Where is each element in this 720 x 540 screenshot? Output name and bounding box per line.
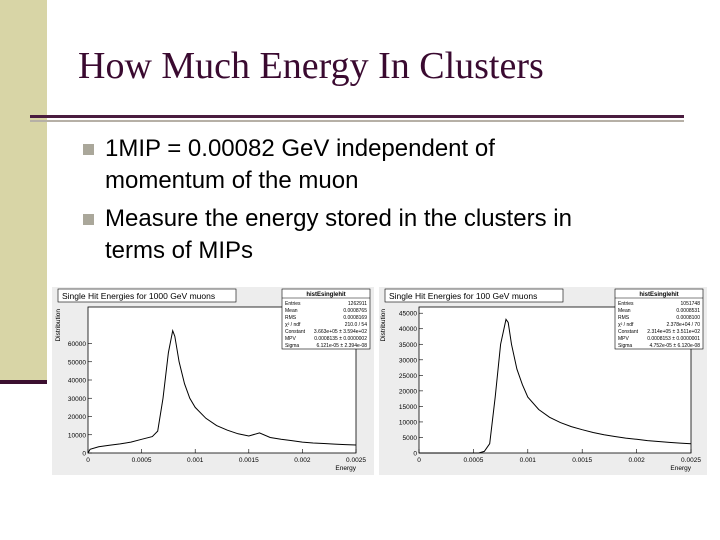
stats-box bbox=[614, 288, 704, 350]
bullet-marker-2 bbox=[83, 214, 94, 225]
stats-title: histEsinglehit bbox=[306, 292, 345, 298]
stats-label: RMS bbox=[618, 315, 630, 321]
x-tick-label: 0.0015 bbox=[239, 457, 259, 464]
histogram-100gev: Single Hit Energies for 100 GeV muons 0 0.… bbox=[380, 288, 704, 472]
x-tick-label: 0.001 bbox=[187, 457, 204, 464]
y-tick-label: 60000 bbox=[68, 341, 86, 348]
stats-value: 3.663e+05 ± 3.594e+02 bbox=[314, 329, 367, 335]
y-axis-label: Distribution bbox=[55, 309, 62, 342]
stats-title: histEsinglehit bbox=[639, 292, 678, 298]
x-tick-label: 0.002 bbox=[628, 457, 645, 464]
x-tick-label: 0 bbox=[417, 457, 421, 464]
x-tick-label: 0.0005 bbox=[132, 457, 152, 464]
y-tick-label: 30000 bbox=[399, 357, 417, 364]
stats-label: Constant bbox=[618, 329, 639, 335]
x-tick-label: 0.0025 bbox=[681, 457, 701, 464]
bullet-2-line-2: terms of MIPs bbox=[105, 237, 254, 264]
bullet-2-line-1: Measure the energy stored in the cluster… bbox=[105, 205, 572, 232]
stats-value: 2.314e+05 ± 3.511e+02 bbox=[647, 329, 700, 335]
x-axis-label: Energy bbox=[335, 465, 356, 472]
stats-label: RMS bbox=[285, 315, 297, 321]
stats-value: 0.0008765 bbox=[343, 308, 367, 314]
chart-title-box bbox=[384, 288, 564, 303]
x-tick-label: 0.0025 bbox=[346, 457, 366, 464]
y-tick-label: 10000 bbox=[399, 419, 417, 426]
stats-value: 0.0008135 ± 0.0000002 bbox=[314, 336, 367, 342]
stats-label: Constant bbox=[285, 329, 306, 335]
title-rule bbox=[30, 115, 684, 118]
stats-label: Mean bbox=[618, 308, 631, 314]
title-rule-shadow bbox=[30, 120, 684, 122]
stats-value: 0.0008153 ± 0.0000001 bbox=[647, 336, 700, 342]
stats-value: 4.752e-05 ± 6.120e-08 bbox=[649, 343, 700, 349]
histogram-series bbox=[419, 318, 692, 454]
left-accent-bar bbox=[0, 0, 47, 384]
y-tick-label: 35000 bbox=[399, 342, 417, 349]
y-tick-label: 10000 bbox=[68, 432, 86, 439]
bullet-1-line-2: momentum of the muon bbox=[105, 167, 359, 194]
left-accent-line bbox=[0, 380, 47, 384]
stats-value: 1051748 bbox=[681, 301, 701, 307]
chart-title: Single Hit Energies for 1000 GeV muons bbox=[62, 291, 215, 301]
stats-value: 2.378e+04 / 70 bbox=[666, 322, 700, 328]
bullet-1-line-1: 1MIP = 0.00082 GeV independent of bbox=[105, 135, 495, 162]
x-tick-label: 0 bbox=[86, 457, 90, 464]
stats-value: 0.0008100 bbox=[676, 315, 700, 321]
stats-label: χ² / ndf bbox=[618, 322, 634, 328]
y-tick-label: 30000 bbox=[68, 396, 86, 403]
y-tick-label: 15000 bbox=[399, 404, 417, 411]
y-tick-label: 40000 bbox=[399, 326, 417, 333]
y-tick-label: 25000 bbox=[399, 373, 417, 380]
y-tick-label: 20000 bbox=[68, 414, 86, 421]
y-axis-label: Distribution bbox=[380, 309, 387, 342]
stats-label: χ² / ndf bbox=[285, 322, 301, 328]
stats-box bbox=[281, 288, 371, 350]
slide-title: How Much Energy In Clusters bbox=[78, 45, 544, 87]
x-axis-label: Energy bbox=[670, 465, 691, 472]
y-tick-label: 20000 bbox=[399, 388, 417, 395]
x-tick-label: 0.001 bbox=[520, 457, 537, 464]
chart-title-box bbox=[57, 288, 237, 303]
histogram-1000gev-panel: Single Hit Energies for 1000 GeV muons 0 0… bbox=[52, 287, 374, 475]
stats-label: Entries bbox=[618, 301, 634, 307]
bullet-marker-1 bbox=[83, 144, 94, 155]
stats-value: 0.0008169 bbox=[343, 315, 367, 321]
y-tick-label: 50000 bbox=[68, 359, 86, 366]
y-tick-label: 0 bbox=[413, 451, 417, 458]
x-tick-label: 0.002 bbox=[294, 457, 311, 464]
stats-label: Sigma bbox=[285, 343, 299, 349]
y-tick-label: 5000 bbox=[403, 435, 418, 442]
y-tick-label: 0 bbox=[82, 451, 86, 458]
stats-value: 210.0 / 54 bbox=[345, 322, 367, 328]
stats-label: Entries bbox=[285, 301, 301, 307]
histogram-100gev-panel: Single Hit Energies for 100 GeV muons 0 0.… bbox=[379, 287, 707, 475]
stats-label: MPV bbox=[285, 336, 297, 342]
y-tick-label: 45000 bbox=[399, 311, 417, 318]
stats-label: MPV bbox=[618, 336, 630, 342]
stats-value: 1262911 bbox=[348, 301, 367, 307]
x-tick-label: 0.0015 bbox=[572, 457, 592, 464]
chart-title: Single Hit Energies for 100 GeV muons bbox=[389, 291, 537, 301]
stats-label: Sigma bbox=[618, 343, 632, 349]
stats-label: Mean bbox=[285, 308, 298, 314]
stats-value: 0.0008531 bbox=[676, 308, 700, 314]
stats-value: 6.121e-05 ± 2.394e-08 bbox=[316, 343, 367, 349]
histogram-series bbox=[87, 328, 357, 454]
y-tick-label: 40000 bbox=[68, 378, 86, 385]
x-tick-label: 0.0005 bbox=[463, 457, 483, 464]
